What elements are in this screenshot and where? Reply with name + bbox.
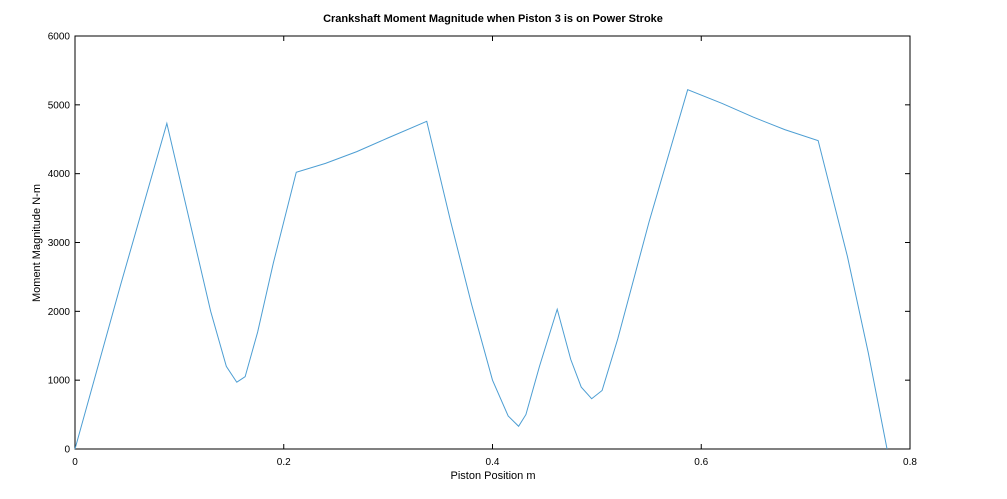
y-tick-label: 3000	[48, 238, 71, 249]
x-axis-label: Piston Position m	[451, 470, 536, 482]
chart-title: Crankshaft Moment Magnitude when Piston …	[323, 13, 663, 25]
y-tick-label: 6000	[48, 32, 71, 43]
y-tick-label: 2000	[48, 307, 71, 318]
x-tick-label: 0.8	[903, 457, 917, 468]
y-axis-ticks: 0 1000 2000 3000 4000 5000 6000	[48, 32, 910, 456]
y-tick-label: 1000	[48, 376, 71, 387]
y-axis-label: Moment Magnitude N-m	[31, 184, 43, 302]
moment-line	[74, 89, 888, 450]
y-tick-label: 5000	[48, 100, 71, 111]
x-tick-label: 0.6	[694, 457, 708, 468]
y-tick-label: 4000	[48, 169, 71, 180]
x-tick-label: 0	[72, 457, 78, 468]
y-tick-label: 0	[64, 445, 70, 456]
x-axis-ticks: 0 0.2 0.4 0.6 0.8	[72, 36, 917, 468]
plot-frame	[74, 35, 911, 450]
x-tick-label: 0.2	[277, 457, 291, 468]
x-tick-label: 0.4	[486, 457, 500, 468]
